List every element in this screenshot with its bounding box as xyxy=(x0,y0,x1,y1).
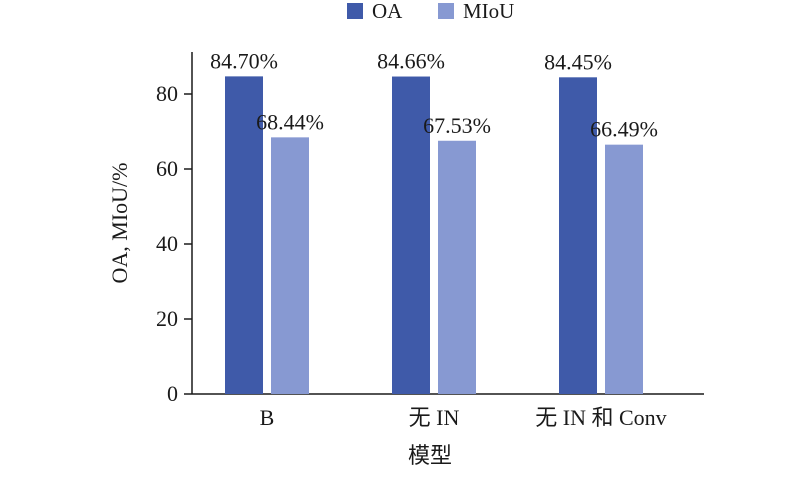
data-label-miou-1: 68.44% xyxy=(256,109,324,134)
legend-label-oa: OA xyxy=(372,0,403,23)
x-tick-label: 无 IN xyxy=(409,405,460,430)
y-tick-label: 60 xyxy=(156,156,178,181)
legend-swatch-miou xyxy=(438,3,454,19)
bar-miou-3 xyxy=(605,144,643,394)
data-label-oa-3: 84.45% xyxy=(544,49,612,74)
x-tick-label: B xyxy=(260,405,275,430)
bar-miou-1 xyxy=(271,137,309,394)
y-tick-label: 0 xyxy=(167,381,178,406)
bar-oa-2 xyxy=(392,76,430,395)
legend-swatch-oa xyxy=(347,3,363,19)
y-axis-ticks: 0 20 40 60 80 xyxy=(156,81,192,406)
data-label-oa-2: 84.66% xyxy=(377,49,445,74)
y-tick-label: 20 xyxy=(156,306,178,331)
y-axis-title: OA, MIoU/% xyxy=(107,163,132,284)
bar-oa-3 xyxy=(559,77,597,394)
data-label-miou-2: 67.53% xyxy=(423,113,491,138)
bar-oa-1 xyxy=(225,76,263,394)
data-label-oa-1: 84.70% xyxy=(210,48,278,73)
data-labels: 84.70% 68.44% 84.66% 67.53% 84.45% 66.49% xyxy=(210,48,658,141)
y-tick-label: 80 xyxy=(156,81,178,106)
bars xyxy=(225,76,643,395)
y-tick-label: 40 xyxy=(156,231,178,256)
x-axis-tick-labels: B 无 IN 无 IN 和 Conv xyxy=(260,405,667,430)
legend-label-miou: MIoU xyxy=(463,0,514,23)
x-axis-title: 模型 xyxy=(408,443,452,468)
bar-miou-2 xyxy=(438,140,476,394)
legend: OA MIoU xyxy=(347,0,514,23)
data-label-miou-3: 66.49% xyxy=(590,117,658,142)
x-tick-label: 无 IN 和 Conv xyxy=(535,405,666,430)
